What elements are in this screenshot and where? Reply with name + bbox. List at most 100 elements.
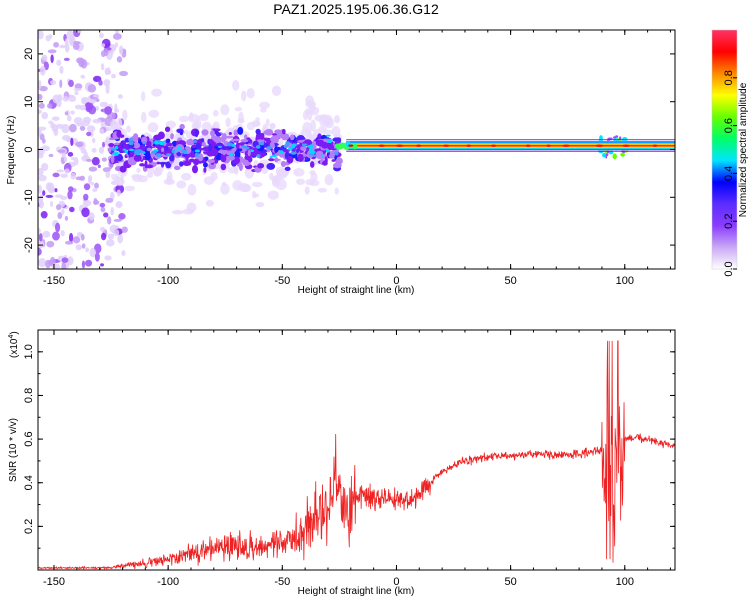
scintillation-blob	[237, 126, 244, 135]
scintillation-blob	[132, 142, 141, 149]
haze-blob	[195, 118, 202, 130]
scintillation-blob	[225, 135, 234, 139]
scintillation-blob	[188, 158, 195, 163]
scintillation-blob	[232, 138, 241, 142]
scintillation-blob	[268, 158, 275, 162]
colorbar-axis: 0.0 0.2 0.4 0.6 0.8	[723, 70, 737, 277]
noise-blob	[47, 182, 55, 192]
noise-blob	[38, 126, 47, 131]
noise-blob	[103, 212, 109, 218]
snr-panel: -150 -100 -50 0 50 100 0.2 0.4 0.6 0.8 1.0 Height…	[8, 329, 676, 597]
snr-y-tick-label: 0.2	[23, 519, 35, 534]
scintillation-blob	[166, 142, 173, 147]
noise-blob	[89, 247, 96, 258]
snr-y-tick-label: 0.4	[23, 475, 35, 490]
noise-blob	[66, 256, 74, 266]
scintillation-blob	[271, 133, 277, 136]
scintillation-core	[302, 143, 306, 147]
scintillation-blob	[284, 166, 291, 172]
disturbance-blob	[608, 150, 614, 155]
svg-text:(x104): (x104)	[8, 331, 20, 358]
scintillation-core	[286, 142, 290, 146]
noise-blob	[75, 176, 83, 181]
scintillation-blob	[281, 128, 286, 135]
y-tick-label: 20	[23, 48, 35, 60]
noise-blob	[38, 167, 44, 177]
scintillation-core	[151, 150, 157, 155]
snr-y-axis: 0.2 0.4 0.6 0.8 1.0	[23, 344, 675, 549]
scintillation-blob	[164, 126, 171, 133]
snr-x-label: Height of straight line (km)	[298, 586, 415, 597]
scintillation-core	[327, 138, 333, 144]
scintillation-core	[181, 149, 187, 153]
noise-blob	[103, 48, 109, 57]
noise-blob	[113, 218, 123, 222]
snr-frame	[37, 329, 676, 571]
scintillation-blob	[280, 133, 290, 141]
scintillation-core	[325, 148, 329, 153]
noise-blob	[53, 41, 59, 48]
y-tick-label: 0	[23, 146, 35, 152]
haze-blob	[132, 174, 142, 183]
scintillation-core	[176, 146, 182, 151]
tone-peak	[442, 144, 450, 147]
tone-onset-blob	[337, 142, 345, 149]
noise-blob	[38, 174, 47, 182]
noise-blob	[45, 34, 51, 42]
disturbance-blob	[602, 153, 606, 158]
noise-blob	[118, 45, 124, 55]
noise-blob	[38, 184, 42, 194]
colorbar-tick-label: 0.2	[723, 214, 735, 229]
spectrogram-x-axis: -150 -100 -50 0 50 100	[43, 30, 671, 287]
scintillation-blob	[274, 146, 279, 154]
haze-blob	[251, 181, 263, 188]
haze-blob	[181, 172, 192, 181]
scintillation-blob	[292, 148, 296, 153]
haze-blob	[267, 190, 279, 200]
scintillation-core	[266, 146, 273, 150]
noise-blob	[39, 65, 46, 76]
snr-x-axis: -150 -100 -50 0 50 100	[43, 330, 671, 588]
noise-blob	[67, 186, 74, 192]
scintillation-core	[279, 150, 284, 154]
scintillation-blob	[331, 159, 336, 162]
spectrogram-y-axis: -20 -10 0 10 20	[23, 48, 675, 253]
scintillation-blob	[201, 129, 209, 136]
noise-blob	[38, 200, 45, 209]
y-tick-label: 10	[23, 96, 35, 108]
snr-scale-prefix: (x10	[9, 338, 20, 358]
noise-blob	[118, 212, 126, 220]
noise-blob	[61, 134, 71, 141]
noise-blob	[88, 212, 95, 221]
noise-blob	[70, 172, 76, 180]
scintillation-blob	[211, 148, 219, 157]
haze-blob	[265, 118, 270, 127]
scintillation-core	[128, 148, 135, 152]
noise-blob	[100, 226, 106, 232]
scintillation-blob	[186, 138, 195, 146]
noise-blob	[87, 84, 97, 93]
x-tick-label: 50	[504, 275, 516, 287]
scintillation-blob	[226, 155, 236, 161]
disturbance-blob	[612, 153, 617, 160]
colorbar-tick-label: 0.6	[723, 118, 735, 133]
scintillation-core	[159, 141, 164, 146]
scintillation-core	[259, 142, 265, 146]
noise-blob	[86, 131, 92, 137]
scintillation-blob	[173, 165, 181, 171]
scintillation-blob	[141, 136, 148, 144]
haze-blob	[255, 201, 265, 208]
snr-y-label: SNR (10 * v/v)	[8, 418, 19, 482]
scintillation-core	[312, 154, 317, 157]
noise-blob	[116, 189, 121, 197]
scintillation-blob	[322, 160, 328, 166]
scintillation-blob	[145, 164, 154, 169]
noise-blob	[101, 157, 107, 162]
noise-blob	[60, 230, 65, 237]
noise-blob	[88, 176, 92, 185]
scintillation-blob	[247, 149, 251, 157]
scintillation-blob	[114, 142, 120, 146]
scintillation-core	[250, 149, 255, 153]
scintillation-blob	[116, 129, 122, 138]
